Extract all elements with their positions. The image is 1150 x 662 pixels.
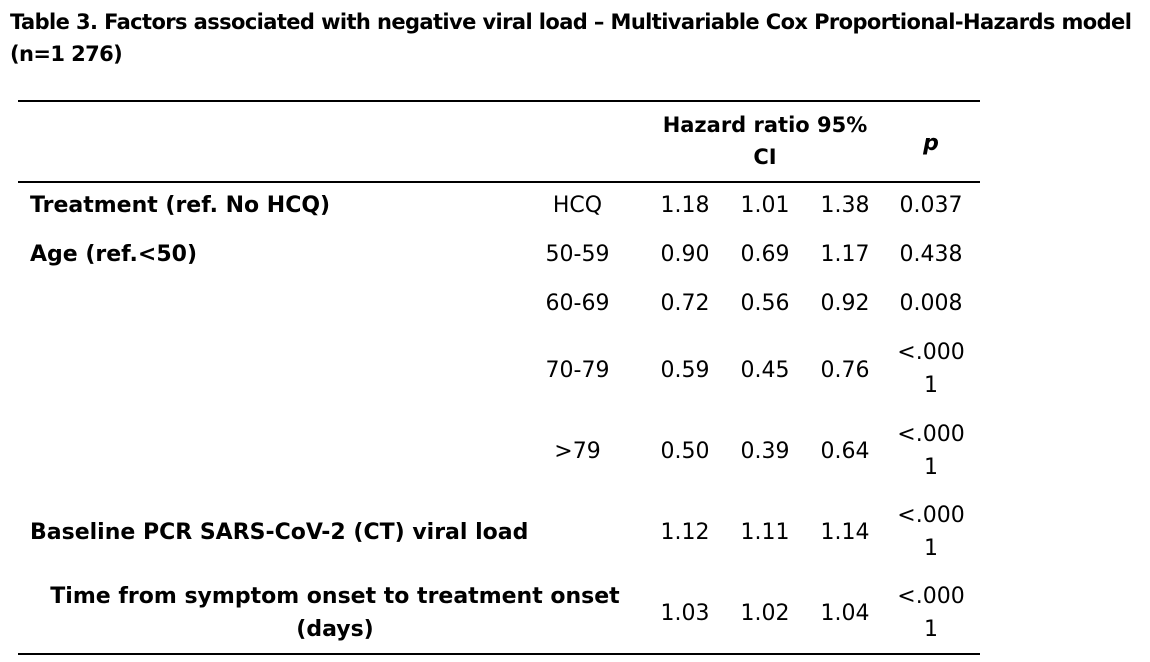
row-ci-upper: 0.92 [820, 291, 870, 316]
row-ci-lower: 1.01 [740, 193, 790, 218]
row-ci-upper: 0.76 [820, 358, 870, 383]
row-ci-upper: 1.04 [820, 601, 870, 626]
row-level: HCQ [552, 193, 603, 218]
table-top-rule [18, 100, 980, 102]
row-hr: 0.72 [660, 291, 710, 316]
row-ci-upper: 1.38 [820, 193, 870, 218]
row-label-age: Age (ref.<50) [30, 242, 198, 267]
header-hazard-ratio: Hazard ratio 95% [662, 113, 868, 137]
row-level: 70-79 [545, 358, 610, 383]
row-level: >79 [554, 439, 601, 464]
row-ci-lower: 1.11 [740, 520, 790, 545]
row-label-time-to-treatment: Time from symptom onset to treatment ons… [50, 584, 620, 609]
header-p: p [923, 131, 939, 156]
row-p: 0.438 [899, 242, 963, 267]
row-ci-lower: 0.69 [740, 242, 790, 267]
row-ci-lower: 1.02 [740, 601, 790, 626]
row-ci-lower: 0.45 [740, 358, 790, 383]
row-hr: 0.50 [660, 439, 710, 464]
row-hr: 1.12 [660, 520, 710, 545]
row-p: <.000 [897, 584, 965, 609]
row-hr: 0.59 [660, 358, 710, 383]
table-header-rule [18, 181, 980, 183]
row-ci-upper: 1.14 [820, 520, 870, 545]
row-hr: 1.03 [660, 601, 710, 626]
row-p: <.000 [897, 340, 965, 365]
row-label-baseline-pcr: Baseline PCR SARS-CoV-2 (CT) viral load [30, 520, 529, 545]
row-ci-lower: 0.56 [740, 291, 790, 316]
row-p-continued: 1 [924, 536, 938, 561]
table-title: Table 3. Factors associated with negativ… [10, 10, 1132, 66]
row-label-treatment: Treatment (ref. No HCQ) [30, 193, 331, 218]
row-p: <.000 [897, 422, 965, 447]
row-hr: 0.90 [660, 242, 710, 267]
row-level: 50-59 [545, 242, 610, 267]
row-ci-upper: 1.17 [820, 242, 870, 267]
row-p: 0.037 [899, 193, 963, 218]
row-hr: 1.18 [660, 193, 710, 218]
header-ci: CI [753, 145, 777, 169]
row-p-continued: 1 [924, 617, 938, 642]
row-label-time-to-treatment-unit: (days) [296, 617, 374, 642]
row-ci-lower: 0.39 [740, 439, 790, 464]
row-p-continued: 1 [924, 373, 938, 398]
row-p: <.000 [897, 503, 965, 528]
row-ci-upper: 0.64 [820, 439, 870, 464]
row-level: 60-69 [545, 291, 610, 316]
row-p: 0.008 [899, 291, 963, 316]
row-p-continued: 1 [924, 455, 938, 480]
table-bottom-rule [18, 653, 980, 655]
